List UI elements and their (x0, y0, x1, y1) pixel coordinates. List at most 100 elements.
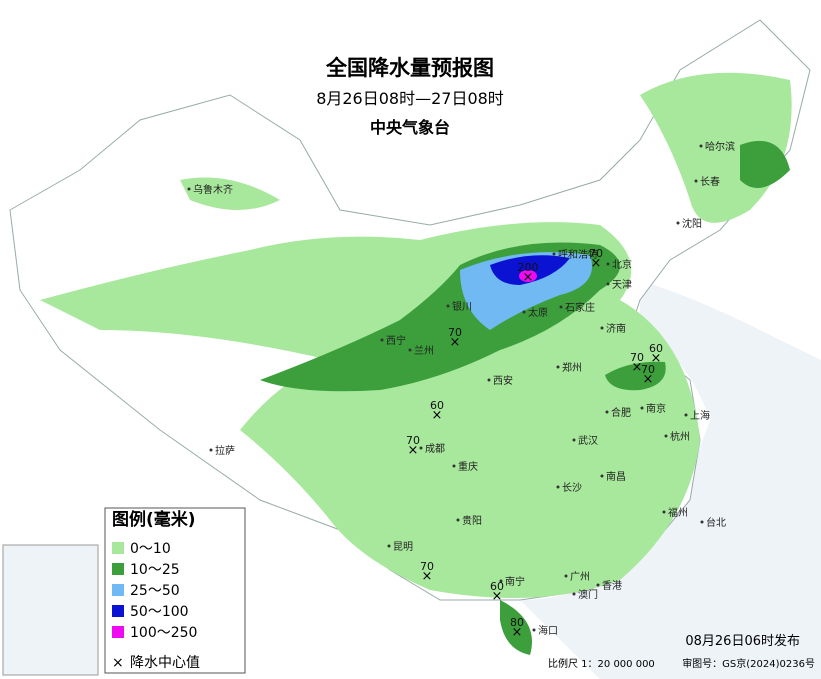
center-value: 70 (420, 560, 434, 573)
legend-cross: × (112, 655, 124, 671)
city-dot (699, 144, 703, 148)
city-label: 成都 (425, 443, 445, 455)
publish-time: 08月26日06时发布 (685, 633, 800, 649)
city-label: 天津 (612, 279, 632, 291)
city-label: 长春 (700, 176, 720, 188)
center-cross: × (450, 335, 461, 350)
city-dot (387, 544, 391, 548)
city-label: 南宁 (505, 575, 525, 588)
center-value: 200 (518, 261, 539, 274)
city-label: 长沙 (562, 482, 582, 494)
city-label: 哈尔滨 (705, 140, 735, 153)
city-dot (596, 583, 600, 587)
city-dot (419, 446, 423, 450)
city-label: 呼和浩特 (558, 249, 598, 261)
city-dot (499, 579, 503, 583)
city-label: 合肥 (611, 406, 631, 419)
legend-title: 图例(毫米) (112, 509, 196, 530)
city-label: 澳门 (578, 588, 598, 601)
rain-0-10 (180, 177, 280, 210)
city-label: 福州 (668, 506, 688, 519)
legend-swatch (112, 626, 124, 638)
center-cross: × (432, 408, 443, 423)
city-label: 石家庄 (565, 301, 595, 314)
legend-box (104, 507, 246, 674)
rain-10-25 (500, 600, 532, 655)
city-dot (452, 464, 456, 468)
center-value: 70 (641, 363, 655, 376)
city-label: 杭州 (670, 430, 690, 443)
city-dot (694, 179, 698, 183)
city-label: 香港 (602, 580, 622, 592)
city-label: 贵阳 (462, 514, 482, 527)
center-value: 70 (630, 351, 644, 364)
legend-swatch (112, 584, 124, 596)
legend-label: 25～50 (130, 583, 180, 599)
legend-swatch (112, 563, 124, 575)
rain-10-25 (605, 361, 666, 391)
city-dot (572, 438, 576, 442)
legend-label: 0～10 (130, 541, 171, 557)
sea (520, 280, 821, 679)
city-dot (684, 413, 688, 417)
city-label: 太原 (528, 306, 548, 319)
city-label: 拉萨 (215, 444, 235, 457)
center-cross: × (591, 256, 602, 271)
city-dot (487, 378, 491, 382)
city-dot (380, 338, 384, 342)
city-label: 台北 (706, 516, 726, 529)
city-dot (209, 448, 213, 452)
review-number: 审图号：GS京(2024)0236号 (682, 657, 815, 670)
city-dot (600, 474, 604, 478)
legend-swatch (112, 605, 124, 617)
city-label: 武汉 (578, 434, 598, 447)
city-label: 乌鲁木齐 (193, 183, 233, 196)
center-value: 60 (490, 580, 504, 593)
legend-label: 降水中心值 (130, 655, 200, 671)
inset-map (2, 544, 99, 676)
center-cross: × (492, 589, 503, 604)
center-cross: × (632, 360, 643, 375)
city-label: 西宁 (386, 334, 406, 347)
city-label: 南昌 (606, 470, 626, 483)
city-label: 兰州 (414, 344, 434, 357)
agency: 中央气象台 (370, 118, 450, 137)
city-dot (564, 574, 568, 578)
city-dot (456, 518, 460, 522)
city-label: 银川 (452, 300, 472, 313)
legend: 0～10 10～25 25～50 50～100 100～250 × 降水中心值 (112, 541, 200, 671)
city-dot (572, 592, 576, 596)
city-label: 北京 (612, 258, 632, 271)
center-value: 60 (430, 399, 444, 412)
center-cross: × (422, 569, 433, 584)
city-dot (600, 326, 604, 330)
city-dot (664, 434, 668, 438)
center-cross: × (512, 625, 523, 640)
city-label: 上海 (690, 409, 710, 422)
center-cross: × (651, 351, 662, 366)
city-dot (552, 252, 556, 256)
city-dot (408, 348, 412, 352)
city-label: 郑州 (562, 361, 582, 374)
city-dot (640, 406, 644, 410)
legend-swatch (112, 542, 124, 554)
city-dot (606, 282, 610, 286)
city-label: 南京 (646, 402, 666, 415)
subtitle: 8月26日08时—27日08时 (316, 89, 504, 108)
center-cross: × (643, 372, 654, 387)
city-dot (662, 510, 666, 514)
city-dot (532, 628, 536, 632)
legend-label: 100～250 (130, 625, 197, 641)
center-value: 60 (649, 342, 663, 355)
city-label: 海口 (538, 624, 558, 637)
rain-50-100 (490, 255, 570, 285)
scale: 比例尺 1：20 000 000 (548, 657, 655, 670)
city-label: 重庆 (458, 460, 478, 473)
rain-100-250 (519, 270, 537, 282)
center-cross: × (523, 270, 534, 285)
city-label: 昆明 (393, 541, 413, 553)
city-label: 沈阳 (682, 217, 702, 230)
city-dot (522, 310, 526, 314)
center-value: 70 (406, 434, 420, 447)
